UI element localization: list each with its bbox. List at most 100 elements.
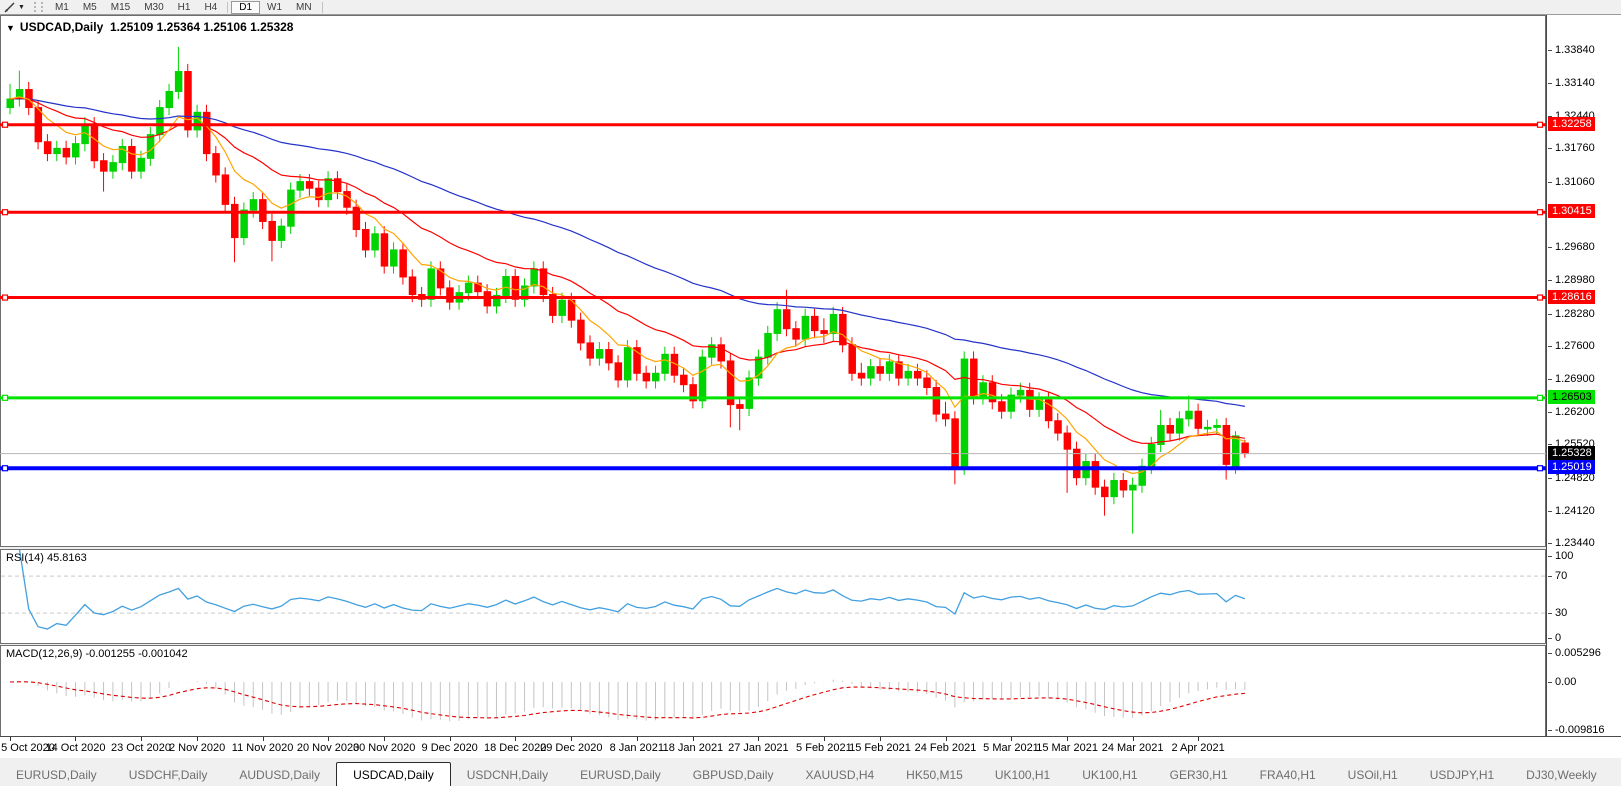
chart-tab-uk100-h1[interactable]: UK100,H1 [1082, 768, 1138, 782]
date-tick [75, 737, 77, 741]
timeframe-button-m15[interactable]: M15 [110, 1, 131, 13]
date-tick [1067, 737, 1069, 741]
chart-tab-usdcnh-daily[interactable]: USDCNH,Daily [466, 768, 549, 782]
price-axis: 1.338401.331401.324401.317601.310601.303… [1546, 15, 1621, 736]
date-axis-label: 11 Nov 2020 [231, 742, 294, 754]
date-axis-label: 5 Mar 2021 [983, 742, 1039, 754]
toolbar-separator [321, 1, 323, 13]
price-axis-label: 1.33140 [1548, 76, 1595, 89]
chart-tab-gbpusd-daily[interactable]: GBPUSD,Daily [692, 768, 774, 782]
date-axis-label: 2 Apr 2021 [1171, 742, 1225, 754]
timeframe-button-m30[interactable]: M30 [144, 1, 164, 13]
date-axis-label: 15 Mar 2021 [1036, 742, 1098, 754]
date-tick [758, 737, 760, 741]
hline-price-badge: 1.30415 [1548, 204, 1595, 219]
price-axis-label: 1.27600 [1548, 339, 1595, 352]
date-tick [823, 737, 825, 741]
date-tick [328, 737, 330, 741]
timeframe-button-m5[interactable]: M5 [82, 1, 97, 13]
date-axis-label: 27 Jan 2021 [728, 742, 789, 754]
date-axis-label: 30 Nov 2020 [352, 742, 416, 754]
date-axis-label: 9 Dec 2020 [421, 742, 478, 754]
chart-tab-dj30-weekly[interactable]: DJ30,Weekly [1526, 768, 1597, 782]
chart-symbol-label: USDCAD,Daily [19, 20, 104, 34]
chart-ohlc-values: 1.25109 1.25364 1.25106 1.25328 [109, 20, 294, 34]
hline-price-badge: 1.28616 [1548, 289, 1595, 304]
hline-price-badge: 1.25019 [1548, 460, 1595, 475]
tool-dropdown-caret[interactable]: ▼ [18, 3, 25, 11]
price-axis-label: 1.23440 [1548, 537, 1595, 550]
chart-tab-china300-h1[interactable]: CHINA300,H1 [1613, 764, 1621, 786]
price-axis-label: 1.26900 [1548, 372, 1595, 385]
chart-tab-usdcad-daily[interactable]: USDCAD,Daily [336, 762, 451, 786]
price-axis-label: 1.29680 [1548, 241, 1595, 254]
date-axis-label: 29 Dec 2020 [540, 742, 603, 754]
date-tick [197, 737, 199, 741]
rsi-indicator-label: RSI(14) 45.8163 [6, 552, 87, 564]
chart-tab-ger30-h1[interactable]: GER30,H1 [1169, 768, 1228, 782]
macd-axis-label: 0.00 [1547, 676, 1577, 688]
price-axis-label: 1.28280 [1548, 307, 1595, 320]
date-axis-label: 5 Feb 2021 [796, 742, 852, 754]
chart-tab-usoil-h1[interactable]: USOil,H1 [1347, 768, 1398, 782]
date-tick [945, 737, 947, 741]
date-tick [692, 737, 694, 741]
date-tick [449, 737, 451, 741]
date-tick [1198, 737, 1200, 741]
rsi-axis-label: 100 [1547, 550, 1574, 562]
chart-tab-fra40-h1[interactable]: FRA40,H1 [1259, 768, 1316, 782]
hline-price-badge: 1.26503 [1548, 389, 1595, 404]
chart-collapse-icon[interactable]: ▼ [6, 23, 15, 33]
date-tick [515, 737, 517, 741]
timeframe-button-h1[interactable]: H1 [177, 1, 191, 13]
hline-price-badge: 1.32258 [1548, 116, 1595, 131]
date-tick [880, 737, 881, 741]
date-tick [1010, 737, 1012, 741]
date-axis-label: 2 Nov 2020 [168, 742, 226, 754]
chart-tab-usdchf-daily[interactable]: USDCHF,Daily [128, 768, 208, 782]
date-tick [1132, 737, 1134, 741]
rsi-axis-label: 0 [1547, 632, 1562, 644]
toolbar-separator [227, 1, 229, 13]
main-chart[interactable] [0, 0, 1546, 757]
macd-axis-label: -0.009816 [1548, 724, 1605, 736]
timeframe-button-w1[interactable]: W1 [267, 1, 283, 13]
timeframe-button-h4[interactable]: H4 [204, 1, 218, 13]
timeframe-button-d1[interactable]: D1 [231, 0, 261, 14]
date-axis-label: 23 Oct 2020 [111, 742, 171, 754]
macd-indicator-label: MACD(12,26,9) -0.001255 -0.001042 [6, 648, 188, 660]
date-axis-label: 5 Oct 2020 [1, 742, 55, 754]
main-chart-background [0, 15, 1546, 547]
date-tick [140, 737, 142, 741]
timeframe-toolbar: ▼ M1 M5 M15 M30 H1 H4 D1 W1 MN [0, 0, 1621, 15]
date-tick [571, 737, 573, 741]
price-axis-label: 1.24120 [1548, 504, 1595, 517]
date-axis: 5 Oct 2020 14 Oct 2020 23 Oct 2020 2 Nov 20… [0, 736, 1621, 758]
price-axis-label: 1.31060 [1548, 175, 1595, 188]
date-axis-label: 8 Jan 2021 [609, 742, 664, 754]
chart-tab-hk50-m15[interactable]: HK50,M15 [906, 768, 963, 782]
line-tool-icon[interactable] [3, 1, 17, 13]
price-axis-label: 1.31760 [1548, 142, 1595, 155]
chart-title: ▼ USDCAD,Daily 1.25109 1.25364 1.25106 1.… [6, 20, 293, 34]
rsi-pane-background [0, 549, 1546, 643]
chart-tab-audusd-daily[interactable]: AUDUSD,Daily [239, 768, 321, 782]
chart-tab-eurusd-daily[interactable]: EURUSD,Daily [16, 768, 97, 782]
timeframe-button-m1[interactable]: M1 [54, 1, 69, 13]
timeframe-button-mn[interactable]: MN [296, 1, 312, 13]
date-axis-label: 18 Dec 2020 [483, 742, 547, 754]
date-tick [10, 737, 11, 741]
chart-tab-usdjpy-h1[interactable]: USDJPY,H1 [1429, 768, 1495, 782]
rsi-axis-label: 30 [1547, 607, 1568, 620]
date-tick [262, 737, 264, 741]
chart-tab-xauusd-h4[interactable]: XAUUSD,H4 [805, 768, 875, 782]
date-axis-label: 15 Feb 2021 [849, 742, 911, 754]
date-tick [636, 737, 638, 741]
macd-axis-label: 0.005296 [1548, 647, 1601, 659]
chart-tab-eurusd-daily[interactable]: EURUSD,Daily [580, 768, 661, 782]
date-axis-label: 14 Oct 2020 [45, 742, 106, 754]
date-axis-label: 24 Mar 2021 [1101, 742, 1164, 754]
chart-tab-uk100-h1[interactable]: UK100,H1 [994, 768, 1051, 782]
rsi-axis-label: 70 [1547, 570, 1568, 583]
